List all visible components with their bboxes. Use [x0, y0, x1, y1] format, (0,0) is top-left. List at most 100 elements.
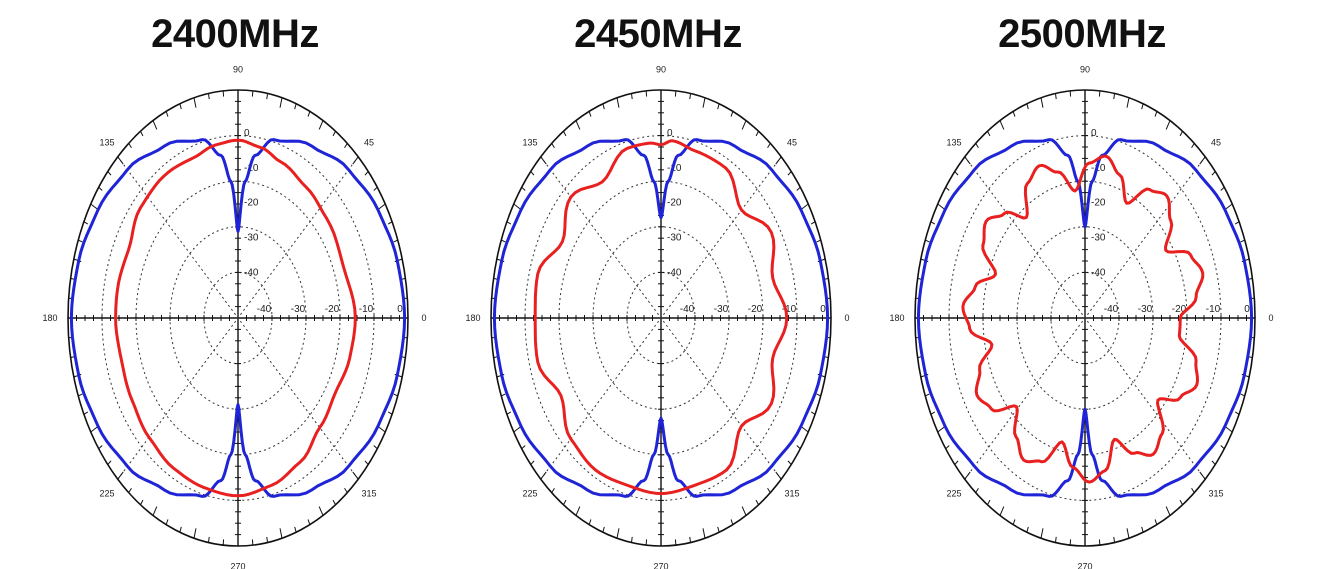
horizontal-label: -30 [714, 304, 729, 315]
angle-tick [810, 221, 816, 225]
angle-tick [78, 239, 83, 243]
angle-tick [987, 499, 991, 505]
angle-tick [1141, 103, 1144, 110]
polar-grid [67, 89, 409, 547]
angle-tick [1040, 528, 1044, 539]
angle-tick [1165, 120, 1171, 130]
angle-tick [83, 221, 89, 225]
angle-tick [975, 143, 979, 148]
angle-tick [501, 393, 506, 397]
angle-tick [717, 103, 720, 110]
angle-tick [563, 499, 567, 505]
horizontal-label: 0 [1244, 304, 1250, 315]
angle-tick [373, 186, 378, 191]
angle-tick [193, 97, 197, 108]
angle-tick [1126, 528, 1130, 539]
angle-tick [689, 536, 692, 543]
angle-tick [755, 499, 759, 505]
angle-tick [530, 460, 535, 465]
angle-label: 90 [233, 64, 243, 74]
polar-grid [490, 89, 832, 547]
series-line-2 [114, 138, 357, 498]
angle-tick [332, 131, 336, 137]
angle-tick [344, 143, 348, 148]
angle-label: 135 [946, 137, 961, 147]
angle-tick [1234, 411, 1240, 415]
angle-tick [954, 171, 959, 176]
angle-tick [1179, 131, 1183, 137]
angle-tick [207, 93, 210, 100]
angle-tick [332, 499, 336, 505]
angle-tick [393, 393, 398, 397]
angle-tick [1054, 93, 1057, 100]
angle-tick [1199, 471, 1206, 480]
angle-tick [1040, 97, 1044, 108]
angle-tick [1234, 221, 1240, 225]
radial-label: -10 [1091, 163, 1106, 174]
angle-tick [717, 526, 720, 533]
angle-label: 135 [522, 137, 537, 147]
angle-tick [352, 156, 359, 165]
chart-title: 2450MHz [574, 12, 742, 56]
angle-tick [999, 506, 1005, 516]
angle-tick [925, 393, 930, 397]
chart-title: 2400MHz [151, 12, 319, 56]
angle-tick [364, 171, 369, 176]
series-line-1 [916, 138, 1254, 498]
angle-tick [616, 528, 620, 539]
angle-tick [352, 471, 359, 480]
radial-label: 0 [667, 128, 673, 139]
series-line-1 [69, 138, 407, 498]
polar-grid [914, 89, 1256, 547]
angle-tick [964, 471, 971, 480]
angle-tick [741, 120, 747, 130]
angle-tick [575, 120, 581, 130]
horizontal-label: -10 [782, 304, 797, 315]
angle-tick [775, 156, 782, 165]
radial-label: -10 [667, 163, 682, 174]
angle-tick [775, 471, 782, 480]
radial-label: -20 [667, 198, 682, 209]
angle-tick [575, 506, 581, 516]
radial-label: -10 [244, 163, 259, 174]
angle-tick [1220, 186, 1225, 191]
angle-tick [999, 120, 1005, 130]
angle-tick [602, 103, 605, 110]
angle-tick [179, 103, 182, 110]
angle-tick [152, 506, 158, 516]
angle-tick [165, 519, 169, 525]
angle-label: 225 [522, 489, 537, 499]
angle-tick [925, 239, 930, 243]
angle-tick [294, 103, 297, 110]
angle-tick [98, 445, 103, 450]
angle-tick [702, 97, 706, 108]
angle-tick [128, 143, 132, 148]
angle-tick [616, 97, 620, 108]
angle-tick [344, 488, 348, 493]
angle-tick [954, 460, 959, 465]
angle-tick [1126, 97, 1130, 108]
angle-tick [530, 171, 535, 176]
angle-tick [193, 528, 197, 539]
angle-tick [140, 131, 144, 137]
angle-tick [107, 171, 112, 176]
angle-tick [987, 131, 991, 137]
angle-tick [551, 488, 555, 493]
angle-tick [1211, 460, 1216, 465]
angle-tick [90, 203, 98, 210]
angle-tick [179, 526, 182, 533]
angle-tick [1225, 426, 1233, 433]
horizontal-label: -40 [680, 304, 695, 315]
angle-tick [1012, 519, 1016, 525]
angle-label: 270 [1077, 562, 1092, 569]
angle-tick [630, 93, 633, 100]
angle-tick [1191, 488, 1195, 493]
angle-label: 0 [421, 313, 426, 323]
angle-tick [373, 445, 378, 450]
horizontal-label: -20 [325, 304, 340, 315]
horizontal-label: -30 [1138, 304, 1153, 315]
angle-tick [937, 203, 945, 210]
radial-label: -20 [1091, 198, 1106, 209]
angle-tick [930, 221, 936, 225]
horizontal-label: -20 [1172, 304, 1187, 315]
